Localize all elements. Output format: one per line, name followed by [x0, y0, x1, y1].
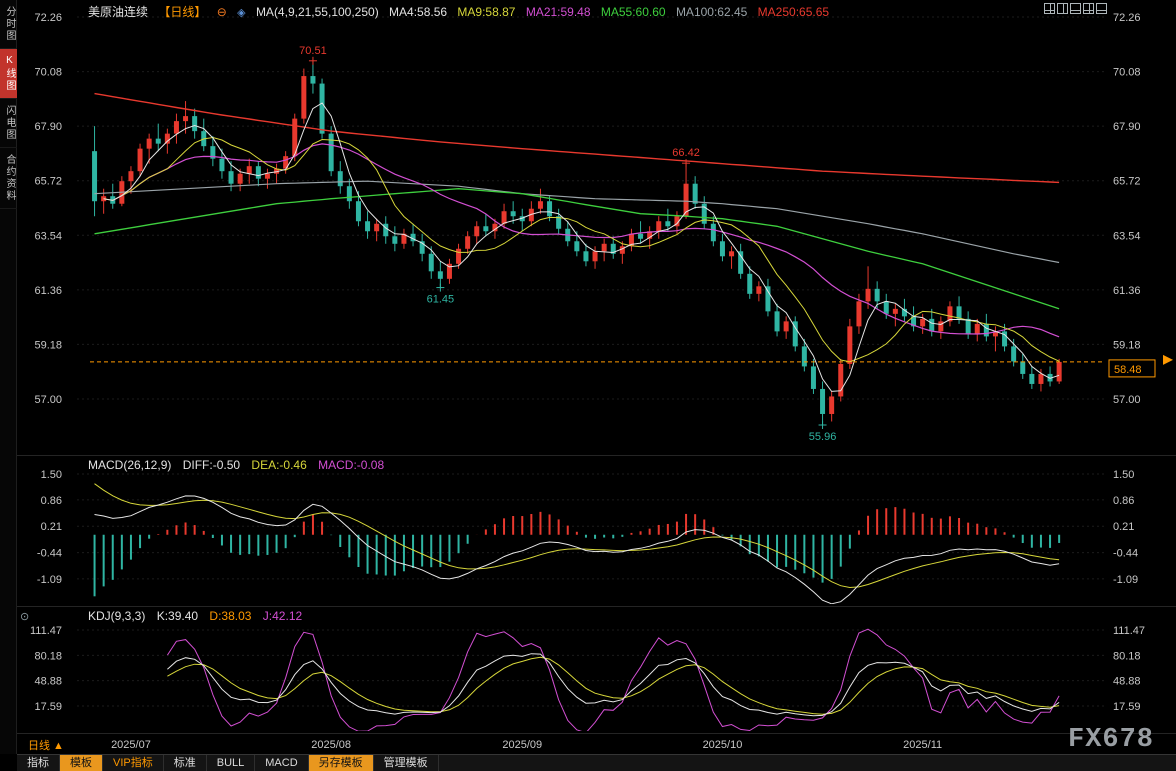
layout-quad-icon[interactable]: [1083, 3, 1094, 14]
kdj-j-value: J:42.12: [262, 609, 303, 623]
layout-switcher: [1044, 3, 1107, 14]
svg-text:17.59: 17.59: [1113, 701, 1141, 713]
svg-text:67.90: 67.90: [1113, 121, 1141, 133]
svg-text:0.21: 0.21: [41, 521, 62, 533]
toolbar-indicators[interactable]: 指标: [17, 755, 60, 771]
chart-header: 美原油连续 【日线】 ⊖ ◈ MA(4,9,21,55,100,250) MA4…: [88, 3, 836, 19]
svg-text:1.50: 1.50: [41, 469, 62, 481]
chart-type-sidebar: 分时图 K线图 闪电图 合约资料: [0, 0, 17, 754]
ma100-value: MA100:62.45: [675, 5, 748, 19]
macd-dea-value: DEA:-0.46: [251, 458, 307, 472]
kdj-d-value: D:38.03: [209, 609, 252, 623]
svg-text:111.47: 111.47: [1113, 625, 1145, 637]
svg-text:66.42: 66.42: [672, 147, 700, 159]
svg-text:58.48: 58.48: [1114, 364, 1142, 376]
svg-text:55.96: 55.96: [809, 431, 837, 443]
macd-legend: MACD(26,12,9) DIFF:-0.50 DEA:-0.46 MACD:…: [88, 458, 392, 472]
toolbar-bull[interactable]: BULL: [207, 755, 256, 771]
circle-minus-icon[interactable]: ⊖: [216, 5, 227, 19]
svg-text:70.08: 70.08: [34, 67, 62, 79]
ma21-value: MA21:59.48: [525, 5, 591, 19]
ma55-value: MA55:60.60: [600, 5, 666, 19]
svg-text:72.26: 72.26: [1113, 12, 1141, 24]
sidebar-tab-contract-info[interactable]: 合约资料: [0, 148, 17, 209]
panel-settings-icon[interactable]: ⊙: [20, 611, 30, 623]
svg-text:-1.09: -1.09: [1113, 574, 1138, 586]
macd-params: MACD(26,12,9): [88, 458, 172, 472]
svg-text:70.08: 70.08: [1113, 67, 1141, 79]
svg-text:65.72: 65.72: [34, 176, 62, 188]
ma250-value: MA250:65.65: [757, 5, 830, 19]
brand-watermark: FX678: [1068, 725, 1155, 755]
svg-text:80.18: 80.18: [34, 650, 62, 662]
svg-text:59.18: 59.18: [1113, 339, 1141, 351]
svg-text:2025/11: 2025/11: [903, 739, 942, 751]
price-chart-canvas[interactable]: 72.26 72.26 70.08 70.08 67.90 67.90 65.72 65.72…: [17, 0, 1176, 752]
svg-text:0.21: 0.21: [1113, 521, 1134, 533]
layout-main-sub-icon[interactable]: [1070, 3, 1081, 14]
toolbar-manage-templates[interactable]: 管理模板: [374, 755, 439, 771]
sidebar-tab-kline-chart[interactable]: K线图: [0, 49, 17, 99]
macd-hist-value: MACD:-0.08: [318, 458, 385, 472]
svg-text:61.36: 61.36: [34, 285, 62, 297]
svg-text:65.72: 65.72: [1113, 176, 1141, 188]
svg-text:0.86: 0.86: [1113, 495, 1134, 507]
ma-settings-label: MA(4,9,21,55,100,250): [255, 5, 379, 19]
toolbar-standard[interactable]: 标准: [164, 755, 207, 771]
svg-text:67.90: 67.90: [34, 121, 62, 133]
kdj-k-value: K:39.40: [156, 609, 199, 623]
svg-text:48.88: 48.88: [1113, 676, 1141, 688]
svg-text:61.36: 61.36: [1113, 285, 1141, 297]
svg-text:-1.09: -1.09: [37, 574, 62, 586]
svg-text:48.88: 48.88: [34, 676, 62, 688]
kdj-params: KDJ(9,3,3): [88, 609, 146, 623]
sidebar-tab-time-chart[interactable]: 分时图: [0, 0, 17, 49]
macd-diff-value: DIFF:-0.50: [182, 458, 241, 472]
svg-text:72.26: 72.26: [34, 12, 62, 24]
sidebar-tab-lightning-chart[interactable]: 闪电图: [0, 99, 17, 148]
toolbar-save-template[interactable]: 另存模板: [308, 755, 374, 771]
layout-bottom-panel-icon[interactable]: [1096, 3, 1107, 14]
layout-split-vertical-icon[interactable]: [1057, 3, 1068, 14]
svg-text:59.18: 59.18: [34, 339, 62, 351]
svg-text:2025/07: 2025/07: [111, 739, 151, 751]
ma9-value: MA9:58.87: [457, 5, 516, 19]
svg-text:70.51: 70.51: [299, 45, 327, 57]
period-selector[interactable]: 日线 ▲: [28, 740, 64, 752]
toolbar-vip-indicators[interactable]: VIP指标: [103, 755, 164, 771]
kdj-legend: KDJ(9,3,3) K:39.40 D:38.03 J:42.12: [88, 609, 310, 623]
toolbar-macd[interactable]: MACD: [255, 755, 309, 771]
svg-text:80.18: 80.18: [1113, 650, 1141, 662]
svg-text:2025/08: 2025/08: [311, 739, 351, 751]
svg-text:0.86: 0.86: [41, 495, 62, 507]
svg-text:61.45: 61.45: [427, 294, 455, 306]
toolbar-templates[interactable]: 模板: [60, 755, 103, 771]
svg-text:111.47: 111.47: [30, 625, 62, 637]
svg-text:2025/10: 2025/10: [703, 739, 743, 751]
svg-text:63.54: 63.54: [1113, 230, 1141, 242]
svg-text:57.00: 57.00: [1113, 394, 1141, 406]
symbol-name: 美原油连续: [88, 5, 149, 19]
layout-grid-icon[interactable]: [1044, 3, 1055, 14]
svg-text:-0.44: -0.44: [37, 548, 62, 560]
svg-text:17.59: 17.59: [34, 701, 62, 713]
ma4-value: MA4:58.56: [389, 5, 448, 19]
svg-text:63.54: 63.54: [34, 230, 62, 242]
svg-text:57.00: 57.00: [34, 394, 62, 406]
svg-text:1.50: 1.50: [1113, 469, 1134, 481]
svg-text:-0.44: -0.44: [1113, 548, 1138, 560]
svg-text:2025/09: 2025/09: [502, 739, 542, 751]
period-badge: 【日线】: [158, 5, 207, 19]
indicator-toolbar: 指标 模板 VIP指标 标准 BULL MACD 另存模板 管理模板: [17, 754, 1176, 771]
chart-style-icon[interactable]: ◈: [237, 7, 246, 19]
